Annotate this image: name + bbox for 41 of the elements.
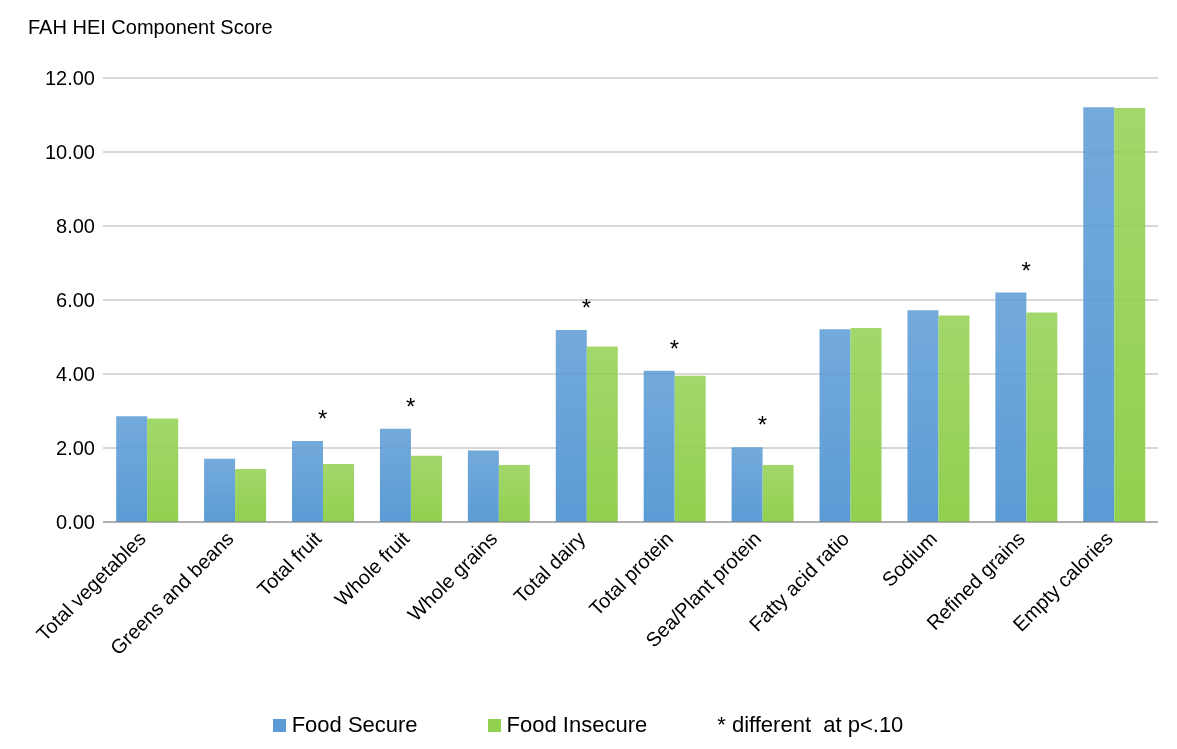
y-tick-label: 10.00 bbox=[44, 141, 95, 164]
bar bbox=[147, 418, 179, 522]
bar bbox=[292, 440, 324, 522]
bar bbox=[467, 450, 499, 522]
bar bbox=[235, 469, 267, 522]
annotation: * bbox=[757, 411, 768, 439]
legend-label: Food Secure bbox=[291, 712, 418, 738]
bar bbox=[379, 428, 411, 522]
bar bbox=[323, 463, 355, 522]
annotation: * bbox=[581, 293, 592, 321]
bar bbox=[762, 465, 794, 522]
bar bbox=[586, 346, 618, 522]
bar bbox=[995, 292, 1027, 522]
bar bbox=[1114, 107, 1146, 522]
text: * different at p<.10 bbox=[717, 712, 904, 738]
bar bbox=[498, 465, 530, 522]
bar bbox=[204, 458, 236, 522]
legend-label: Food Insecure bbox=[506, 712, 648, 738]
bar bbox=[1083, 107, 1115, 522]
y-axis-title: FAH HEI Component Score bbox=[28, 16, 273, 39]
annotation: * bbox=[318, 404, 328, 432]
bar bbox=[731, 447, 763, 522]
bar bbox=[850, 328, 882, 522]
y-tick-label: 2.00 bbox=[56, 437, 95, 460]
bar bbox=[938, 315, 970, 522]
bar bbox=[116, 416, 148, 522]
bar bbox=[819, 329, 851, 522]
y-tick-label: 0.00 bbox=[56, 511, 95, 534]
bar bbox=[674, 375, 706, 522]
y-tick-label: 6.00 bbox=[56, 289, 95, 312]
y-tick-label: 12.00 bbox=[44, 67, 95, 90]
annotation: * bbox=[406, 392, 416, 420]
annotation: * bbox=[669, 334, 680, 362]
bar bbox=[410, 455, 442, 522]
annotation: * bbox=[1021, 256, 1031, 284]
bar bbox=[643, 370, 675, 522]
y-tick-label: 8.00 bbox=[56, 215, 95, 238]
bar bbox=[555, 329, 587, 522]
bar bbox=[1026, 312, 1058, 522]
y-tick-label: 4.00 bbox=[56, 363, 95, 386]
bar bbox=[907, 310, 939, 522]
